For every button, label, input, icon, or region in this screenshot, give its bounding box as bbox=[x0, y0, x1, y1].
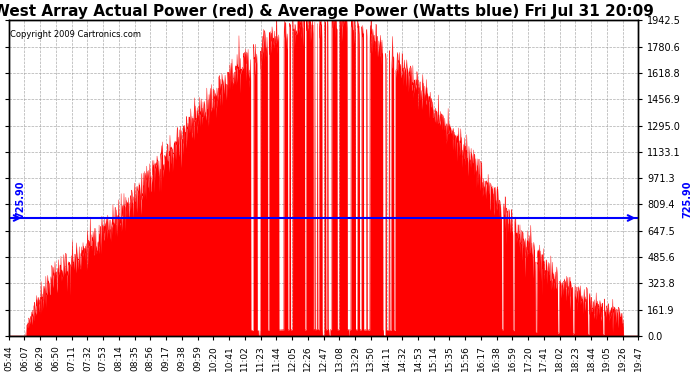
Text: Copyright 2009 Cartronics.com: Copyright 2009 Cartronics.com bbox=[10, 30, 141, 39]
Text: 725.90: 725.90 bbox=[15, 180, 25, 218]
Title: West Array Actual Power (red) & Average Power (Watts blue) Fri Jul 31 20:09: West Array Actual Power (red) & Average … bbox=[0, 4, 654, 19]
Text: 725.90: 725.90 bbox=[682, 180, 690, 218]
